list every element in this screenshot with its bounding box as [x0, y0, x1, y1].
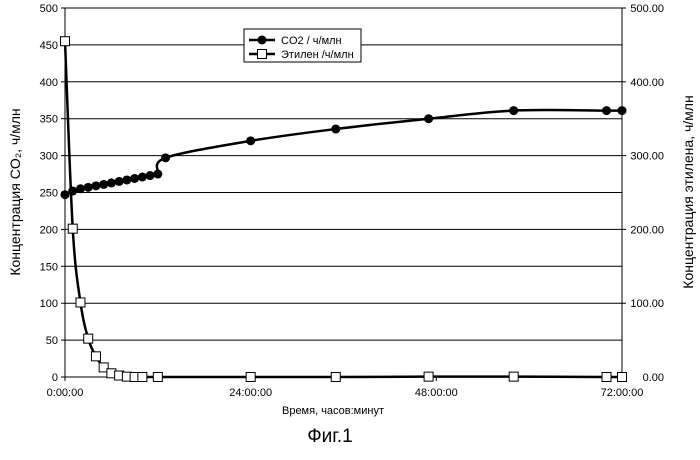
series-ethylene-line [65, 41, 622, 377]
co2-point [161, 153, 170, 162]
y-left-axis-title: Концентрация CO₂, ч/млн [7, 108, 23, 275]
y-right-tick-label: 0.00 [643, 372, 664, 384]
co2-point [122, 175, 131, 184]
y-left-tick-label: 150 [40, 261, 58, 273]
legend: CO2 / ч/млн Этилен /ч/млн [244, 29, 361, 62]
co2-point [130, 174, 139, 183]
legend-co2-marker [258, 36, 267, 45]
series-layer [61, 37, 627, 382]
co2-point [76, 184, 85, 193]
legend-ethylene-label: Этилен /ч/млн [281, 49, 354, 61]
y-left-tick-label: 450 [40, 40, 58, 52]
figure-caption: Фиг.1 [0, 426, 660, 448]
y-right-axis-title: Концентрация этилена, ч/млн [680, 95, 696, 288]
x-tick-label: 48:00:00 [415, 387, 458, 399]
y-right-tick-label: 200.00 [630, 224, 664, 236]
chart: 0 50 100 150 200 250 300 350 400 450 500 0.00 100.00… [0, 0, 700, 430]
co2-point [61, 190, 70, 199]
ethylene-point [246, 373, 255, 382]
co2-point [331, 125, 340, 134]
y-left-tick-label: 100 [40, 298, 58, 310]
co2-point [153, 170, 162, 179]
co2-point [115, 177, 124, 186]
y-right-tick-label: 400.00 [630, 77, 664, 89]
ethylene-point [84, 334, 93, 343]
y-left-tick-label: 200 [40, 224, 58, 236]
y-left-tick-label: 500 [40, 3, 58, 15]
legend-ethylene-marker [258, 50, 267, 59]
co2-point [146, 171, 155, 180]
x-tick-label: 24:00:00 [229, 387, 272, 399]
series-co2-line [65, 110, 622, 195]
co2-point [602, 106, 611, 115]
y-left-tick-label: 250 [40, 188, 58, 200]
ethylene-point [509, 372, 518, 381]
x-axis-title: Время, часов:минут [282, 405, 384, 417]
ethylene-point [331, 373, 340, 382]
ethylene-point [68, 224, 77, 233]
grid-lines [65, 45, 622, 340]
ethylene-point [61, 37, 70, 46]
co2-point [107, 178, 116, 187]
ethylene-point [153, 373, 162, 382]
ethylene-point [76, 298, 85, 307]
y-left-tick-label: 50 [46, 335, 58, 347]
y-left-tick-label: 350 [40, 114, 58, 126]
co2-point [84, 183, 93, 192]
y-right-tick-label: 100.00 [630, 298, 664, 310]
y-left-tick-label: 400 [40, 77, 58, 89]
ethylene-point [602, 373, 611, 382]
y-left-tick-label: 0 [52, 372, 58, 384]
y-right-tick-label: 300.00 [630, 151, 664, 163]
y-left-tick-label: 300 [40, 151, 58, 163]
co2-point [138, 173, 147, 182]
x-tick-label: 72:00:00 [601, 387, 644, 399]
ethylene-point [424, 372, 433, 381]
co2-point [246, 136, 255, 145]
ethylene-point [618, 373, 627, 382]
co2-point [618, 106, 627, 115]
y-right-tick-label: 500.00 [630, 3, 664, 15]
co2-point [509, 106, 518, 115]
ethylene-point [138, 373, 147, 382]
co2-point [91, 181, 100, 190]
x-tick-label: 0:00:00 [47, 387, 84, 399]
legend-co2-label: CO2 / ч/млн [281, 35, 342, 47]
co2-point [424, 114, 433, 123]
ethylene-point [91, 352, 100, 361]
co2-point [99, 180, 108, 189]
